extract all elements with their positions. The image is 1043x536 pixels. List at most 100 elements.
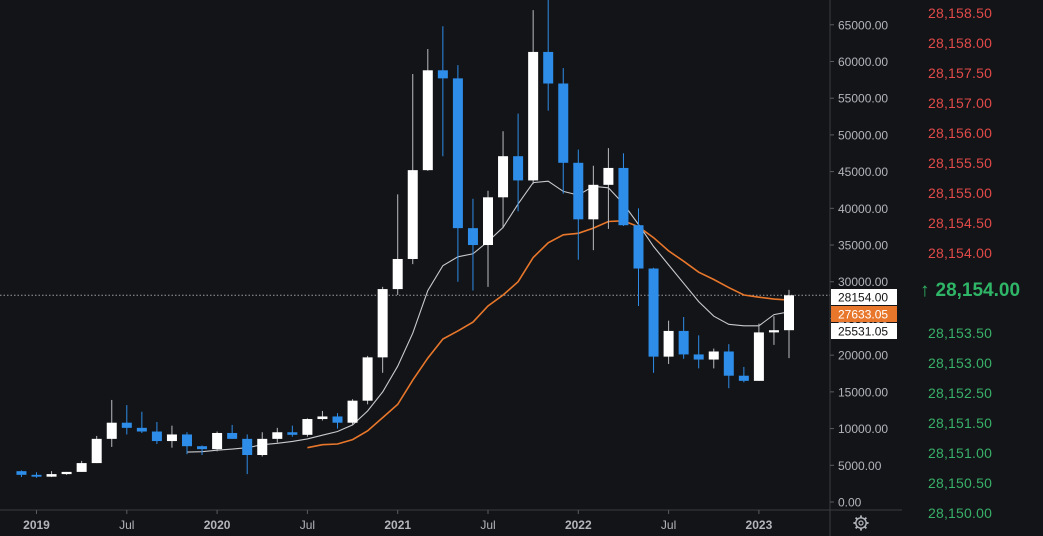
candle[interactable]	[407, 73, 418, 265]
candle-body	[723, 351, 734, 376]
candle[interactable]	[362, 355, 373, 405]
candle[interactable]	[543, 0, 554, 111]
candle[interactable]	[166, 425, 177, 448]
candle[interactable]	[242, 434, 253, 475]
price-tag-label: 28154.00	[838, 291, 888, 305]
candle-body	[76, 463, 87, 472]
x-tick-label: 2020	[204, 518, 231, 532]
ladder-bid-price: 28,150.00	[928, 505, 993, 521]
candle[interactable]	[377, 286, 388, 373]
candle[interactable]	[678, 316, 689, 359]
candle[interactable]	[768, 316, 779, 345]
candle[interactable]	[467, 198, 478, 291]
candle[interactable]	[317, 410, 328, 421]
candle[interactable]	[513, 113, 524, 212]
candle[interactable]	[603, 148, 614, 229]
candle[interactable]	[212, 431, 223, 452]
candle-body	[46, 474, 57, 477]
price-tag	[831, 323, 897, 339]
candle[interactable]	[46, 471, 57, 478]
ladder-ask-price: 28,154.00	[928, 245, 993, 261]
y-tick-label: 55000.00	[838, 92, 888, 106]
candle[interactable]	[91, 435, 102, 464]
candle[interactable]	[558, 68, 569, 194]
candle[interactable]	[708, 348, 719, 369]
candle[interactable]	[483, 190, 493, 287]
candle[interactable]	[257, 432, 268, 457]
candle-body	[618, 167, 629, 226]
candle[interactable]	[287, 425, 298, 437]
candle[interactable]	[151, 421, 162, 444]
candle[interactable]	[693, 335, 704, 369]
candle-body	[166, 434, 177, 442]
candle-body	[708, 351, 719, 360]
candle[interactable]	[61, 471, 72, 475]
candlestick-chart[interactable]: 0.005000.0010000.0015000.0020000.0025000…	[0, 0, 902, 536]
y-tick-label: 5000.00	[838, 459, 882, 473]
candle-body	[242, 438, 253, 456]
candle-body	[106, 422, 117, 439]
candle[interactable]	[227, 424, 238, 439]
candle[interactable]	[106, 399, 117, 447]
x-tick-label: Jul	[300, 518, 315, 532]
candle[interactable]	[332, 413, 343, 429]
candle[interactable]	[753, 323, 764, 381]
candle[interactable]	[573, 149, 584, 260]
candle-body	[528, 51, 539, 181]
candle[interactable]	[738, 366, 749, 383]
candle[interactable]	[437, 26, 448, 157]
candle[interactable]	[588, 165, 599, 251]
candle[interactable]	[31, 472, 42, 478]
candle-body	[603, 167, 614, 185]
candle-body	[753, 332, 764, 381]
candle[interactable]	[182, 432, 192, 455]
candle[interactable]	[452, 65, 463, 282]
candle[interactable]	[528, 10, 539, 185]
price-tag-label: 25531.05	[838, 325, 888, 339]
candle[interactable]	[663, 320, 674, 364]
candle[interactable]	[136, 411, 147, 433]
x-tick-label: Jul	[480, 518, 495, 532]
candle[interactable]	[121, 405, 132, 435]
candle[interactable]	[784, 289, 794, 359]
candle[interactable]	[392, 194, 403, 295]
candle[interactable]	[723, 344, 734, 389]
candle[interactable]	[422, 48, 433, 171]
candle-body	[467, 228, 478, 246]
candle[interactable]	[618, 153, 629, 226]
candle[interactable]	[272, 427, 283, 443]
candle[interactable]	[648, 267, 659, 373]
candle-body	[392, 258, 403, 290]
candle-body	[136, 427, 147, 432]
candle[interactable]	[16, 470, 27, 478]
candle[interactable]	[633, 208, 644, 306]
candles[interactable]	[16, 0, 794, 478]
candle-body	[663, 330, 674, 357]
ladder-ask-price: 28,155.50	[928, 155, 993, 171]
candle-body	[332, 416, 343, 423]
x-axis[interactable]: 2019 Jul 2020 Jul 2021 Jul 2022 Jul 2023	[23, 510, 773, 532]
candle[interactable]	[76, 460, 87, 472]
candle-body	[513, 156, 524, 181]
candle[interactable]	[302, 418, 313, 437]
y-tick-label: 45000.00	[838, 165, 888, 179]
x-tick-label: 2021	[384, 518, 411, 532]
y-tick-label: 60000.00	[838, 55, 888, 69]
x-tick-label: Jul	[119, 518, 134, 532]
candle-body	[678, 330, 689, 355]
ladder-ask-price: 28,154.50	[928, 215, 993, 231]
y-tick-label: 10000.00	[838, 422, 888, 436]
chart-pane[interactable]: 0.005000.0010000.0015000.0020000.0025000…	[0, 0, 902, 536]
y-axis[interactable]: 0.005000.0010000.0015000.0020000.0025000…	[830, 18, 888, 510]
current-price: ↑ 28,154.00	[920, 280, 1020, 302]
candle-body	[648, 268, 659, 357]
candle[interactable]	[498, 131, 509, 229]
gear-icon[interactable]	[853, 515, 869, 531]
candle[interactable]	[197, 445, 208, 456]
y-tick-label: 0.00	[838, 496, 862, 510]
candle-body	[422, 70, 433, 171]
candle[interactable]	[347, 399, 358, 425]
price-ladder: 28,158.50 28,158.00 28,157.50 28,157.00 28,1…	[902, 0, 1043, 536]
ladder-ask-price: 28,155.00	[928, 185, 993, 201]
price-tags: 28154.00 27633.05 25531.05	[831, 289, 897, 339]
